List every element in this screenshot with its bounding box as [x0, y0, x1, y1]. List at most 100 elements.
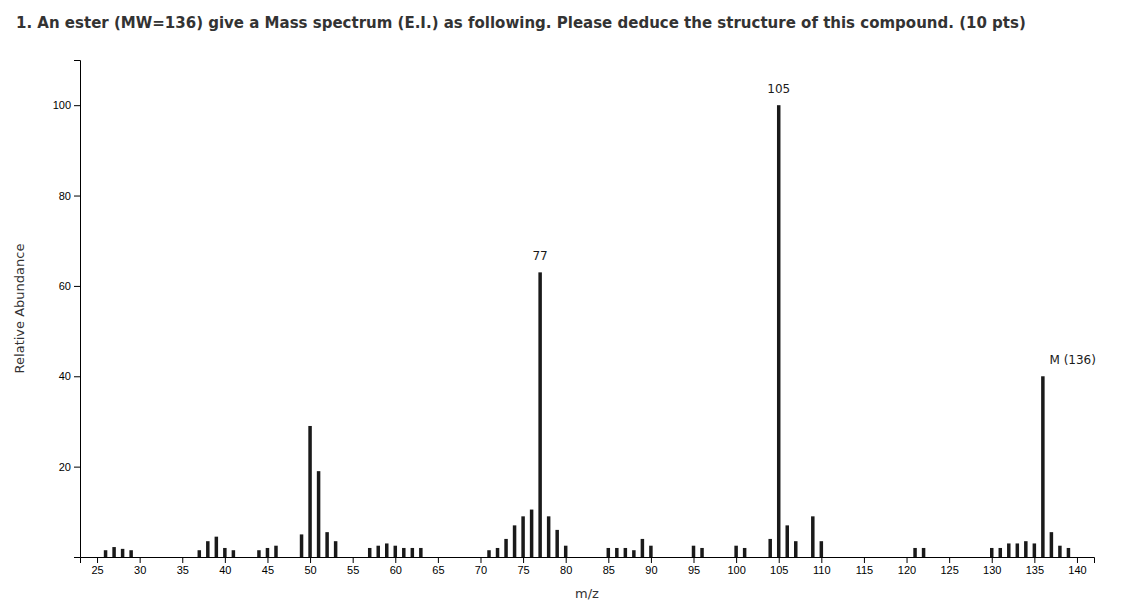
bar — [999, 548, 1003, 557]
x-tick: 105 — [770, 557, 788, 576]
bar — [913, 548, 917, 557]
bar — [334, 541, 338, 557]
bar — [300, 534, 304, 557]
bar — [274, 546, 278, 557]
bar — [615, 548, 619, 557]
bar — [692, 546, 696, 557]
bar — [922, 548, 926, 557]
bar — [368, 548, 372, 557]
bar — [496, 548, 500, 557]
bar — [112, 547, 116, 557]
bar — [206, 541, 210, 557]
y-tick-mark — [74, 467, 80, 468]
y-tick-label: 100 — [53, 99, 71, 111]
x-tick-mark — [736, 557, 737, 563]
bar — [990, 548, 994, 557]
x-tick-label: 75 — [517, 564, 529, 576]
bar — [794, 541, 798, 557]
x-tick-label: 35 — [177, 564, 189, 576]
x-tick: 135 — [1026, 557, 1044, 576]
x-tick-label: 115 — [856, 564, 874, 576]
x-tick-label: 125 — [940, 564, 958, 576]
y-tick-label: 80 — [59, 190, 71, 202]
annotation: 77 — [532, 249, 547, 263]
bar — [376, 546, 380, 557]
x-tick-mark — [651, 557, 652, 563]
x-tick-mark — [821, 557, 822, 563]
y-tick: 20 — [59, 461, 80, 473]
annotation: 105 — [767, 82, 790, 96]
x-tick: 35 — [177, 557, 189, 576]
x-tick-label: 25 — [91, 564, 103, 576]
x-tick-mark — [949, 557, 950, 563]
x-tick-mark — [1077, 557, 1078, 563]
y-tick: 40 — [59, 370, 80, 382]
y-tick-mark — [74, 196, 80, 197]
x-tick-mark — [438, 557, 439, 563]
x-tick-label: 100 — [727, 564, 745, 576]
y-tick-mark — [74, 376, 80, 377]
bar — [266, 548, 270, 557]
bar — [1050, 532, 1054, 557]
x-tick-label: 30 — [134, 564, 146, 576]
annotations: 77105M (136) — [532, 82, 1095, 367]
x-tick: 45 — [262, 557, 274, 576]
x-tick-mark — [694, 557, 695, 563]
bar — [1007, 543, 1011, 557]
bar — [504, 539, 508, 557]
title: 1. An ester (MW=136) give a Mass spectru… — [16, 14, 1026, 32]
x-tick: 95 — [688, 557, 700, 576]
bar — [1067, 548, 1071, 557]
y-tick-mark — [74, 286, 80, 287]
y-tick-label: 40 — [59, 370, 71, 382]
x-tick-mark — [395, 557, 396, 563]
x-tick: 100 — [727, 557, 745, 576]
x-tick: 110 — [813, 557, 831, 576]
x-tick-mark — [523, 557, 524, 563]
x-tick-mark — [992, 557, 993, 563]
y-tick-label: 20 — [59, 461, 71, 473]
y-tick: 100 — [53, 99, 80, 111]
bar — [394, 546, 398, 557]
x-tick-label: 120 — [898, 564, 916, 576]
x-tick: 25 — [91, 557, 103, 576]
bar — [104, 550, 108, 557]
bar — [768, 539, 772, 557]
bar — [121, 549, 125, 557]
x-tick-mark — [225, 557, 226, 563]
x-tick-mark — [608, 557, 609, 563]
bar — [785, 525, 789, 557]
bar — [385, 543, 389, 557]
bar — [1058, 546, 1062, 557]
bar — [317, 471, 321, 557]
x-tick-label: 135 — [1026, 564, 1044, 576]
y-tick-mark — [74, 105, 80, 106]
x-tick-label: 95 — [688, 564, 700, 576]
bar — [700, 548, 704, 557]
x-tick-label: 45 — [262, 564, 274, 576]
y-tick: 60 — [59, 280, 80, 292]
x-tick-label: 130 — [983, 564, 1001, 576]
bar — [198, 550, 202, 557]
bar — [1041, 376, 1045, 557]
bar — [402, 548, 406, 557]
y-axis-line — [74, 61, 81, 558]
bar — [530, 510, 534, 557]
x-axis-title: m/z — [575, 586, 599, 601]
x-tick: 75 — [517, 557, 529, 576]
x-tick-mark — [907, 557, 908, 563]
bar — [632, 550, 636, 557]
x-tick-label: 65 — [432, 564, 444, 576]
x-tick-label: 105 — [770, 564, 788, 576]
x-tick: 65 — [432, 557, 444, 576]
x-tick: 60 — [390, 557, 402, 576]
x-tick-label: 40 — [219, 564, 231, 576]
x-tick: 125 — [940, 557, 958, 576]
x-tick: 85 — [603, 557, 615, 576]
bar — [743, 548, 747, 557]
x-tick-mark — [1034, 557, 1035, 563]
bar — [513, 525, 517, 557]
x-tick-label: 90 — [645, 564, 657, 576]
bar — [734, 546, 738, 557]
plot: 2530354045505560657075808590951001051101… — [53, 61, 1096, 576]
